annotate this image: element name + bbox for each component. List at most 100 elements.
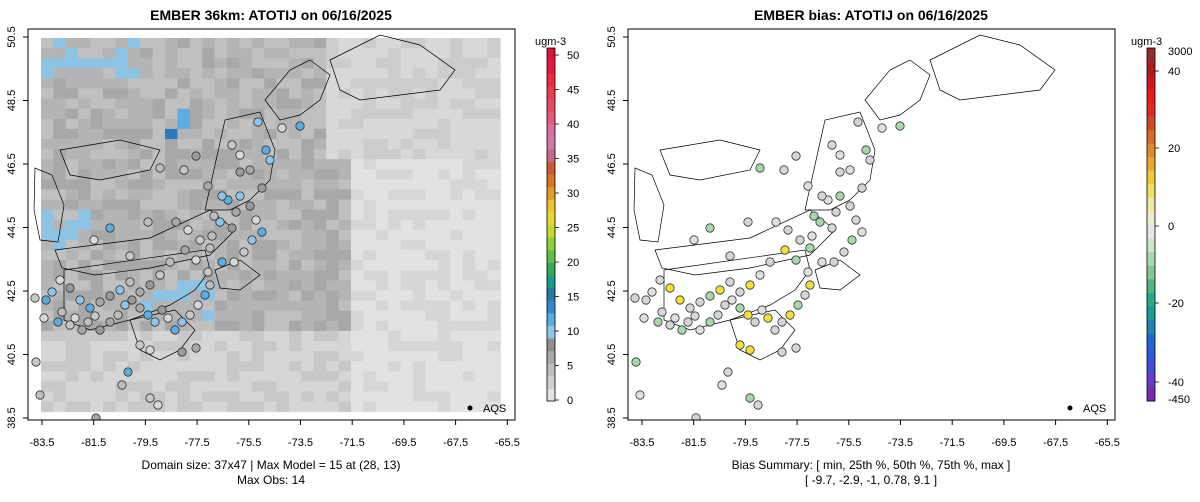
model-grid-cell xyxy=(388,179,401,190)
model-grid-cell xyxy=(388,118,401,130)
right-x-tick-label: -77.5 xyxy=(785,437,810,449)
model-grid-cell xyxy=(90,159,104,170)
model-grid-cell xyxy=(375,38,389,49)
left-colorbar-tick-label: 45 xyxy=(567,85,579,97)
model-grid-cell xyxy=(326,229,339,241)
model-grid-cell xyxy=(165,401,178,413)
model-grid-cell xyxy=(90,149,104,160)
model-grid-cell xyxy=(400,310,414,322)
model-grid-cell xyxy=(165,88,178,99)
model-grid-cell xyxy=(450,78,463,89)
model-grid-cell xyxy=(103,300,116,312)
bias-site xyxy=(765,257,775,267)
model-grid-cell xyxy=(264,48,277,59)
model-grid-cell xyxy=(462,118,476,130)
model-grid-cell xyxy=(475,108,488,120)
model-grid-cell xyxy=(313,58,327,69)
model-grid-cell xyxy=(400,391,414,402)
model-grid-cell xyxy=(189,270,203,281)
model-grid-cell xyxy=(65,118,79,130)
model-grid-cell xyxy=(313,240,327,251)
model-grid-cell xyxy=(313,199,327,211)
model-grid-cell xyxy=(388,310,401,322)
model-grid-cell xyxy=(462,159,476,170)
right-colorbar-segment xyxy=(1147,373,1155,388)
model-grid-cell xyxy=(189,219,203,231)
model-grid-cell xyxy=(363,401,377,413)
model-grid-cell xyxy=(338,401,352,413)
model-grid-cell xyxy=(351,169,364,180)
model-grid-cell xyxy=(413,118,426,130)
model-grid-cell xyxy=(425,88,439,99)
model-grid-cell xyxy=(400,219,414,231)
aqs-site xyxy=(247,235,257,245)
model-grid-cell xyxy=(115,219,129,231)
model-grid-cell xyxy=(276,290,290,301)
model-grid-cell xyxy=(227,128,240,140)
bias-site xyxy=(845,201,855,211)
model-grid-cell xyxy=(189,290,203,301)
model-grid-cell xyxy=(351,280,364,291)
model-grid-cell xyxy=(400,330,414,342)
model-grid-cell xyxy=(53,391,67,402)
model-grid-cell xyxy=(90,169,104,180)
model-grid-cell xyxy=(90,229,104,241)
model-grid-cell xyxy=(363,68,377,79)
model-grid-cell xyxy=(487,169,501,180)
model-grid-cell xyxy=(425,320,439,332)
aqs-site xyxy=(183,225,193,235)
model-grid-cell xyxy=(450,209,463,221)
model-grid-cell xyxy=(78,48,91,59)
model-grid-cell xyxy=(301,290,315,301)
model-grid-cell xyxy=(326,351,339,362)
model-grid-cell xyxy=(450,68,463,79)
model-grid-cell xyxy=(437,108,451,120)
model-grid-cell xyxy=(363,98,377,110)
model-grid-cell xyxy=(375,139,389,150)
model-grid-cell xyxy=(388,159,401,170)
model-grid-cell xyxy=(475,128,488,140)
model-grid-cell xyxy=(127,169,141,180)
model-grid-cell xyxy=(264,219,277,231)
model-grid-cell xyxy=(251,58,265,69)
model-grid-cell xyxy=(475,391,488,402)
model-grid-cell xyxy=(239,128,253,140)
model-grid-cell xyxy=(227,48,240,59)
model-grid-cell xyxy=(375,341,389,352)
aqs-site xyxy=(235,150,245,160)
bias-site xyxy=(815,217,825,227)
model-grid-cell xyxy=(165,300,178,312)
model-grid-cell xyxy=(363,371,377,382)
left-colorbar-tick-label: 40 xyxy=(567,119,579,131)
model-grid-cell xyxy=(90,179,104,190)
model-grid-cell xyxy=(115,260,129,271)
model-grid-cell xyxy=(177,240,191,251)
model-grid-cell xyxy=(289,98,302,110)
model-grid-cell xyxy=(289,58,302,69)
model-grid-cell xyxy=(326,330,339,342)
model-grid-cell xyxy=(251,108,265,120)
model-grid-cell xyxy=(251,78,265,89)
model-grid-cell xyxy=(189,179,203,190)
model-grid-cell xyxy=(152,290,166,301)
model-grid-cell xyxy=(326,280,339,291)
model-grid-cell xyxy=(115,320,129,332)
model-grid-cell xyxy=(251,169,265,180)
model-grid-cell xyxy=(127,98,141,110)
model-grid-cell xyxy=(90,128,104,140)
model-grid-cell xyxy=(127,209,141,221)
left-x-axis: -83.5 -81.5 -79.5 -77.5 -75.5 -73.5 -71.5 -69.5… xyxy=(29,420,520,449)
model-grid-cell xyxy=(462,280,476,291)
model-grid-cell xyxy=(487,280,501,291)
model-grid-cell xyxy=(437,159,451,170)
model-grid-cell xyxy=(65,270,79,281)
model-grid-cell xyxy=(462,391,476,402)
model-grid-cell xyxy=(90,108,104,120)
model-grid-cell xyxy=(251,310,265,322)
aqs-site xyxy=(253,117,263,127)
model-grid-cell xyxy=(301,250,315,261)
boundary-outline xyxy=(864,59,931,121)
aqs-site xyxy=(125,251,135,261)
model-grid-cell xyxy=(251,199,265,211)
aqs-site xyxy=(91,413,101,420)
